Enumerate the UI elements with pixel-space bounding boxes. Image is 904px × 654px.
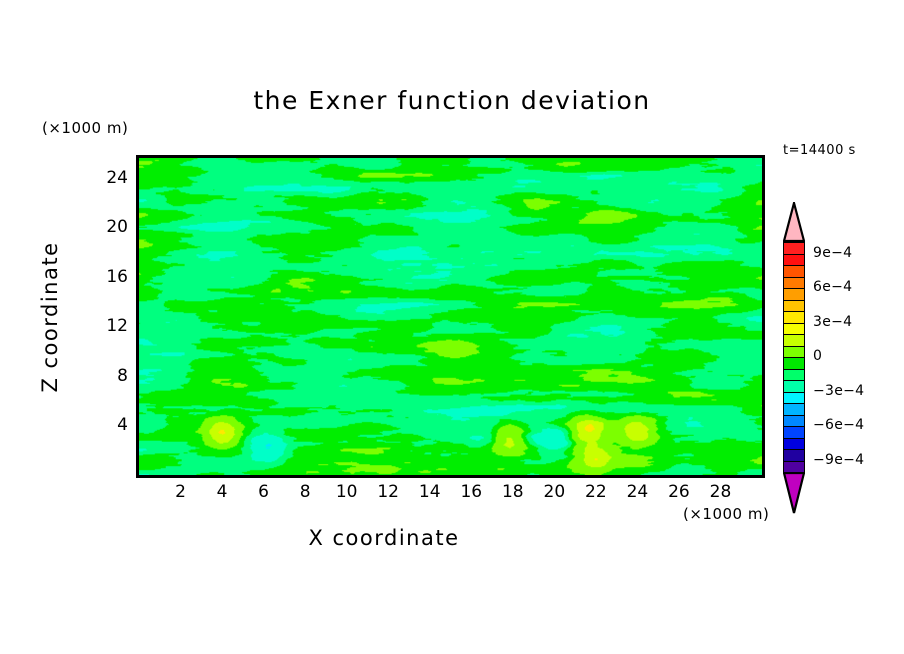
colorbar-tick-label: 3e−4 [813,313,853,330]
x-axis-tick-label: 28 [709,482,732,502]
colorbar-tick-label: 0 [813,348,823,364]
colorbar-under-range-arrow [782,471,806,514]
page-title: the Exner function deviation [253,86,651,115]
colorbar-tick-label: −6e−4 [813,417,865,433]
x-axis-tick-label: 10 [335,482,358,502]
x-axis-tick-label: 8 [299,482,311,502]
y-axis-title: Z coordinate [38,241,62,393]
x-axis-tick-label: 20 [543,482,566,502]
x-axis-tick-label: 4 [216,482,228,502]
x-axis-tick-label: 6 [258,482,269,502]
y-axis-tick-label: 4 [117,415,128,436]
colorbar-over-range-arrow [782,198,806,243]
colorbar-tick-label: 9e−4 [813,244,853,261]
x-axis-tick-label: 26 [668,482,690,502]
y-axis-tick-label: 20 [106,217,128,238]
x-axis-unit-label: (×1000 m) [683,505,770,523]
contour-plot-area [136,155,765,478]
contour-field-canvas [139,158,762,475]
x-axis-tick-label: 12 [377,482,399,502]
x-axis-title: X coordinate [308,526,460,550]
colorbar-tick-label: 6e−4 [813,279,853,295]
x-axis-tick-label: 2 [175,482,186,502]
x-axis-tick-label: 18 [501,482,524,502]
y-axis-tick-label: 8 [117,365,128,386]
colorbar: 9e−4 6e−4 3e−4 0 −3e−4 −6e−4 −9e−4 [782,198,864,514]
colorbar-tick-label: −3e−4 [813,382,865,399]
y-axis-tick-label: 24 [106,167,128,188]
y-axis-tick-label: 12 [106,316,128,337]
x-axis-tick-label: 22 [585,482,607,502]
timestamp-label: t=14400 s [783,143,856,158]
y-axis-tick-label: 16 [106,266,128,287]
x-axis-tick-label: 16 [460,482,483,502]
y-axis-unit-label: (×1000 m) [42,119,129,137]
colorbar-tick-label: −9e−4 [813,451,865,468]
x-axis-tick-label: 24 [626,482,649,502]
x-axis-tick-label: 14 [418,482,441,502]
